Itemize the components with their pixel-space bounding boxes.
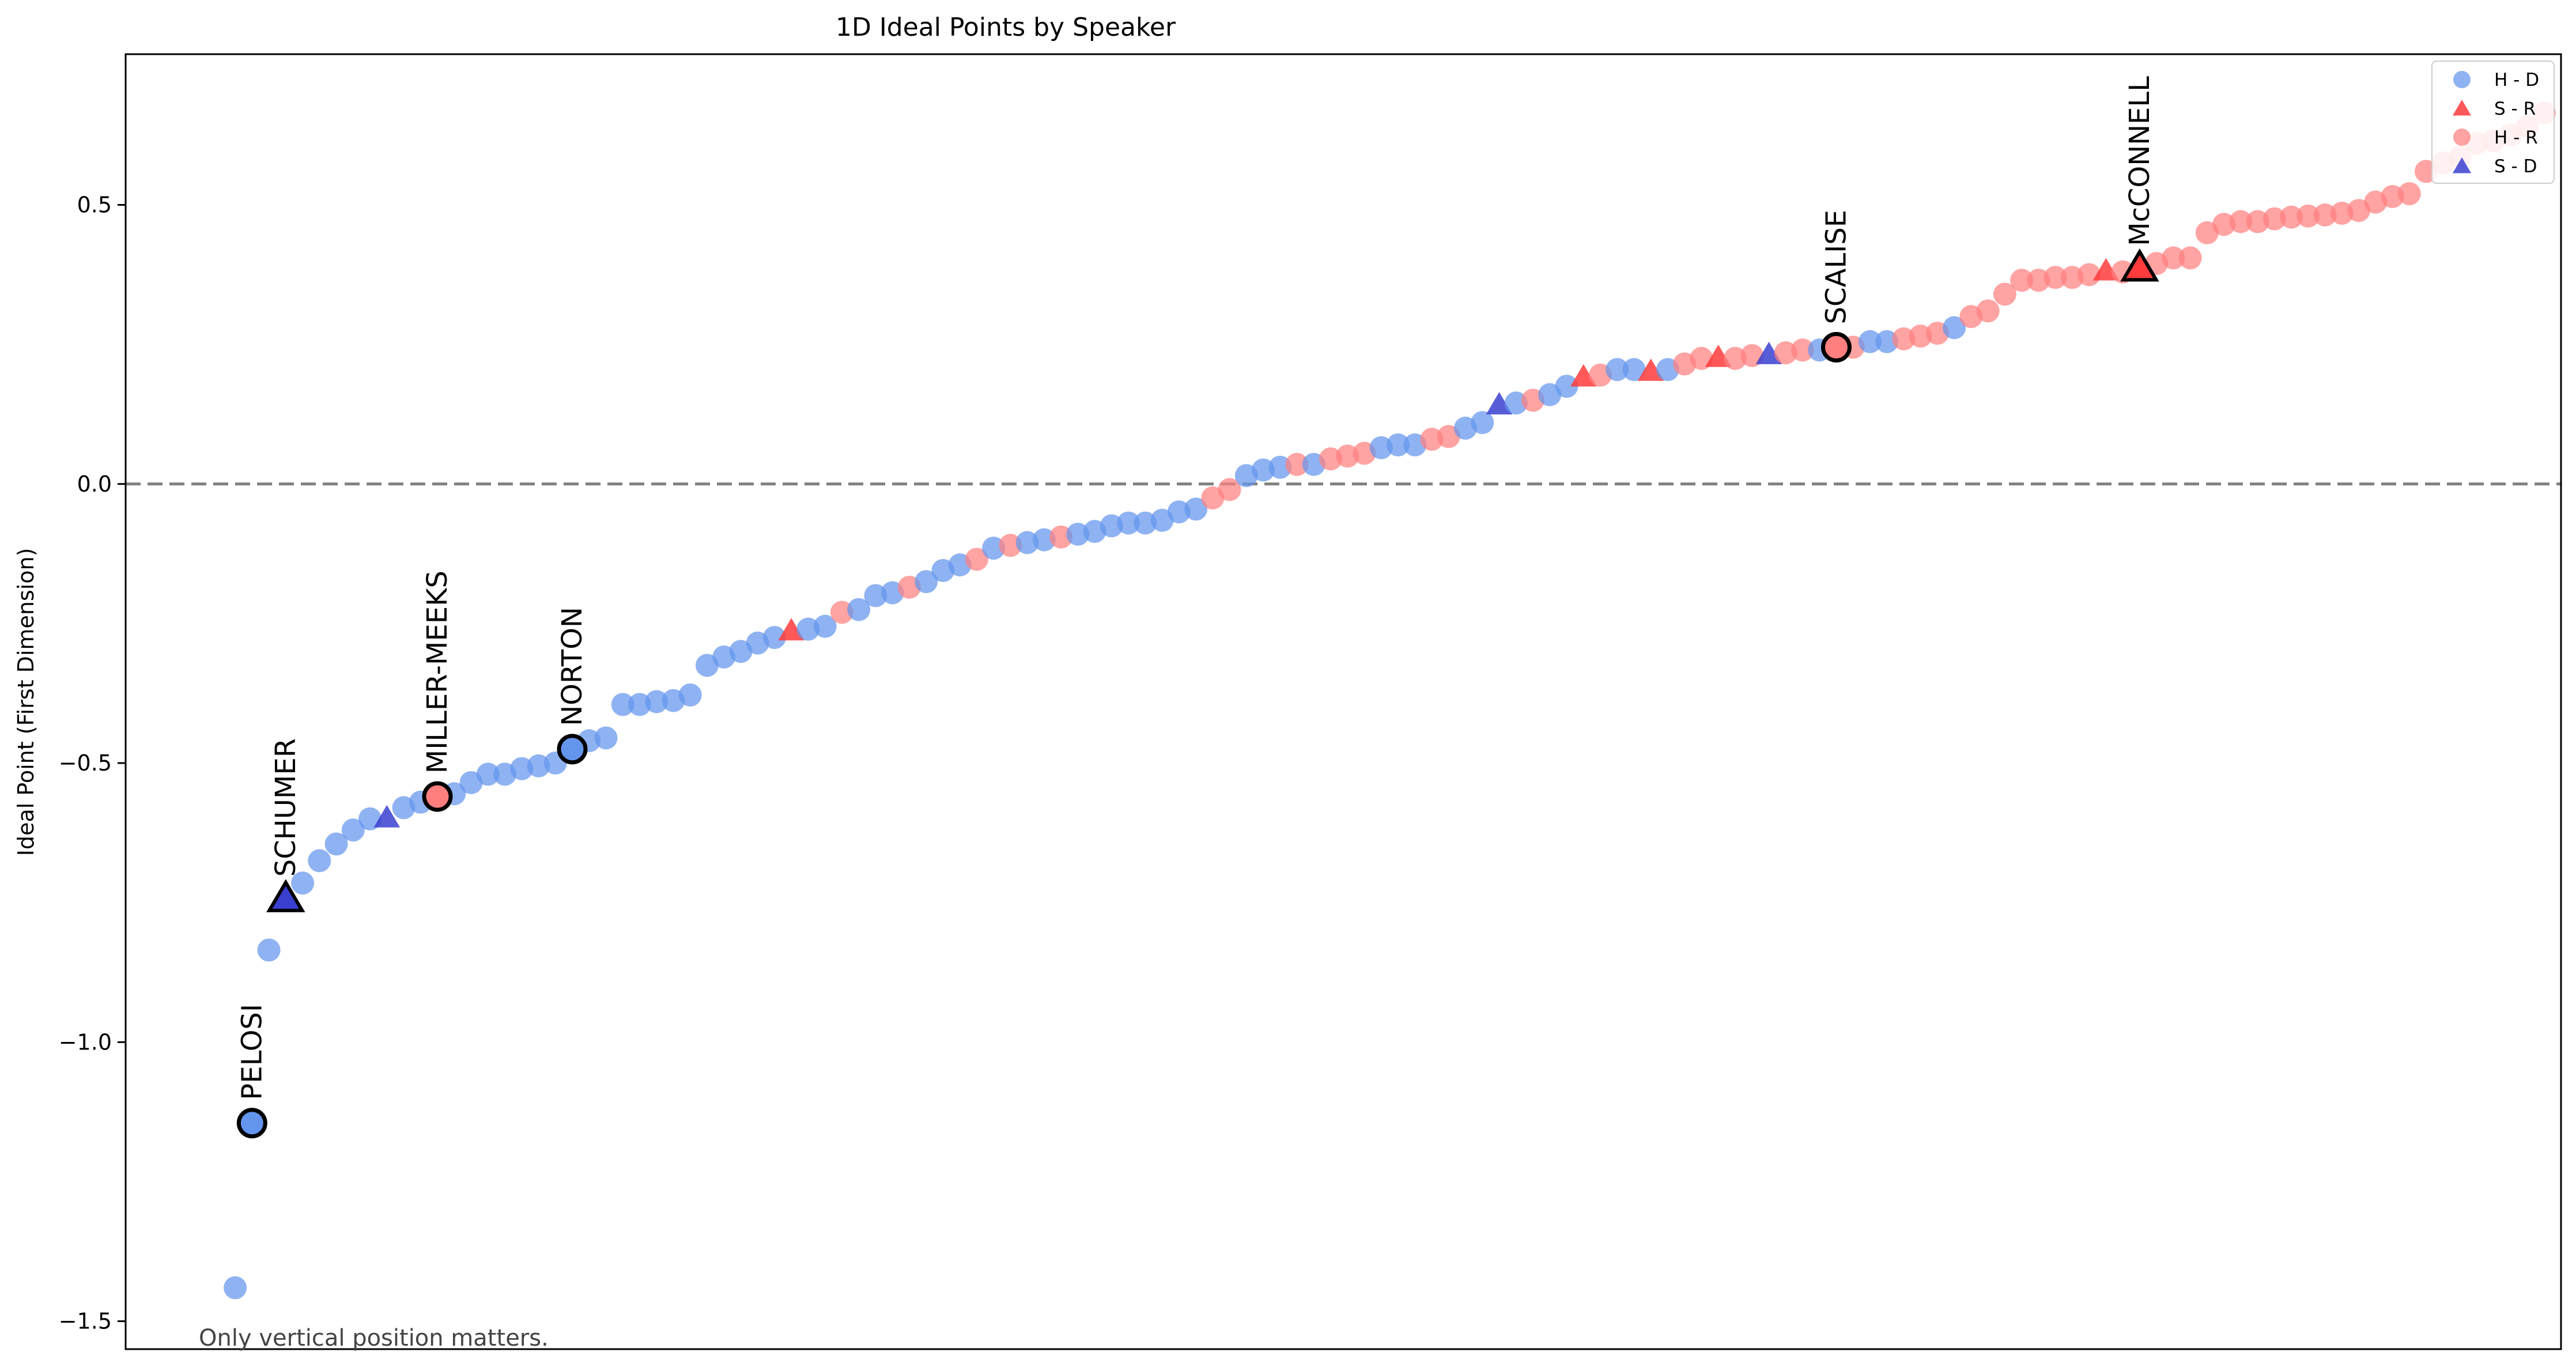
highlight-scalise (1820, 331, 1852, 362)
y-tick-label: 0.5 (77, 192, 112, 218)
point-h-d (594, 726, 618, 750)
y-axis-label: Ideal Point (First Dimension) (13, 548, 39, 856)
speaker-labels: PELOSI SCHUMER MILLER-MEEKS NORTON SCALISE Mc… (236, 76, 2159, 1139)
point-h-r (2313, 203, 2337, 226)
point-h-d (476, 762, 500, 786)
legend-label-h-r: H - R (2494, 127, 2538, 148)
point-h-d (813, 614, 837, 638)
point-h-d (915, 570, 938, 594)
point-h-d (1622, 358, 1646, 382)
chart-note: Only vertical position matters. (199, 1325, 549, 1351)
point-h-d (308, 849, 331, 873)
speaker-label-schumer: SCHUMER (270, 738, 302, 877)
legend-marker-s-r (2452, 100, 2472, 116)
point-h-r (2229, 210, 2253, 233)
point-h-r (1791, 338, 1814, 362)
legend-marker-s-d (2452, 157, 2472, 173)
point-h-d (847, 598, 871, 621)
point-h-r (2178, 246, 2202, 270)
legend-label-s-d: S - D (2494, 156, 2537, 177)
y-tick-label: 0.0 (77, 471, 112, 497)
plot-frame (124, 53, 2562, 1350)
point-h-r (1285, 452, 1309, 476)
chart-title: 1D Ideal Points by Speaker (836, 13, 1176, 42)
point-h-d (611, 693, 634, 716)
point-h-r (2162, 246, 2185, 270)
y-tick-label: −1.0 (59, 1029, 112, 1055)
point-h-r (2297, 204, 2320, 228)
highlight-miller-meeks (422, 781, 453, 812)
point-h-d (324, 832, 348, 856)
highlight-schumer (266, 879, 305, 912)
point-s-d (1755, 342, 1782, 364)
legend-box (2431, 61, 2555, 184)
point-h-r (965, 547, 988, 571)
speaker-label-norton: NORTON (556, 607, 588, 726)
point-s-r (1637, 358, 1664, 381)
highlight-pelosi (236, 1108, 267, 1139)
legend-label-s-r: S - R (2494, 99, 2536, 119)
speaker-label-miller-meeks: MILLER-MEEKS (421, 571, 454, 773)
y-tick-label: −0.5 (59, 750, 112, 776)
point-h-d (341, 818, 365, 842)
point-h-d (291, 871, 315, 895)
point-h-r (1976, 299, 2000, 323)
point-h-d (678, 683, 702, 707)
speaker-label-pelosi: PELOSI (236, 1004, 268, 1100)
highlight-mcconnell (2120, 248, 2159, 282)
y-tick-label: −1.5 (59, 1309, 112, 1334)
point-h-r (2280, 205, 2303, 229)
point-h-d (1471, 411, 1494, 435)
speaker-label-scalise: SCALISE (1820, 210, 1852, 324)
point-s-d (373, 805, 401, 828)
point-h-d (645, 690, 668, 713)
point-s-r (778, 618, 804, 641)
legend: H - D S - R H - R S - D (2431, 61, 2555, 184)
point-h-d (762, 626, 786, 649)
point-h-r (1218, 478, 1241, 501)
point-h-d (257, 938, 281, 962)
point-h-r (2263, 207, 2286, 231)
legend-label-h-d: H - D (2494, 70, 2539, 90)
point-h-d (1606, 358, 1629, 382)
point-h-d (1184, 497, 1208, 521)
speaker-label-mcconnell: McCONNELL (2124, 76, 2156, 246)
point-h-d (1117, 511, 1140, 535)
point-h-d (1555, 375, 1578, 398)
y-axis-ticks: 0.5 0.0 −0.5 −1.0 −1.5 (59, 192, 126, 1334)
legend-marker-h-r (2453, 129, 2471, 146)
point-h-r (1993, 282, 2016, 306)
point-h-d (1387, 433, 1410, 456)
point-h-r (2397, 182, 2421, 206)
point-h-d (1858, 330, 1882, 353)
point-h-d (224, 1276, 247, 1300)
point-h-d (1943, 316, 1966, 339)
point-h-r (2044, 266, 2067, 289)
point-h-r (2010, 269, 2034, 292)
legend-marker-h-d (2453, 71, 2471, 88)
highlight-norton (557, 734, 588, 765)
point-s-r (1570, 364, 1597, 387)
point-s-d (1486, 392, 1513, 415)
